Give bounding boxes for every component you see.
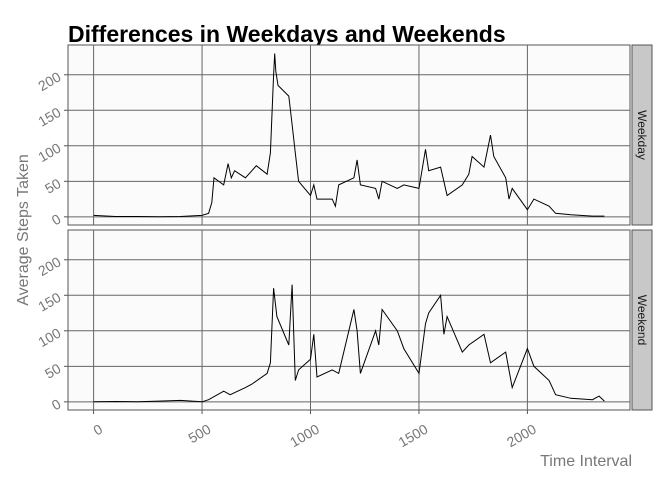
x-tick-label: 1000 — [287, 421, 322, 451]
y-tick-label: 150 — [35, 104, 63, 130]
y-axis-label: Average Steps Taken — [15, 154, 32, 306]
y-tick-label: 50 — [42, 175, 64, 197]
x-tick-label: 0 — [90, 421, 105, 439]
strip-label: Weekday — [635, 110, 649, 160]
strip — [631, 44, 653, 226]
y-tick-label: 0 — [49, 395, 64, 413]
y-tick-label: 50 — [42, 360, 64, 382]
x-tick-label: 2000 — [504, 421, 539, 451]
panel-background — [67, 44, 631, 226]
y-tick-label: 100 — [35, 139, 63, 165]
y-tick-label: 150 — [35, 289, 63, 315]
strip-label: Weekend — [635, 295, 649, 345]
x-tick-label: 1500 — [395, 421, 430, 451]
y-tick-label: 200 — [35, 253, 63, 279]
strip — [631, 229, 653, 411]
panel-background — [67, 229, 631, 411]
line — [93, 284, 605, 403]
y-tick-label: 200 — [35, 68, 63, 94]
y-tick-label: 100 — [35, 324, 63, 350]
y-tick-label: 0 — [49, 210, 64, 228]
chart-title: Differences in Weekdays and Weekends — [68, 21, 506, 47]
x-tick-label: 500 — [185, 421, 213, 447]
line — [93, 53, 605, 218]
x-axis-label: Time Interval — [540, 453, 632, 470]
